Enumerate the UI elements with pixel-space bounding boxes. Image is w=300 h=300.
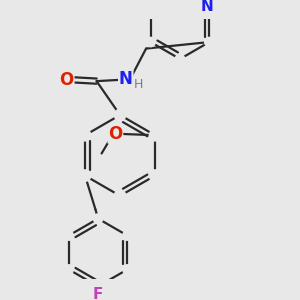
Circle shape xyxy=(64,231,74,240)
Circle shape xyxy=(109,128,122,140)
Circle shape xyxy=(149,170,161,182)
Circle shape xyxy=(114,109,126,121)
Circle shape xyxy=(201,0,214,13)
Circle shape xyxy=(146,38,155,47)
Text: N: N xyxy=(119,70,133,88)
Circle shape xyxy=(123,265,132,274)
Circle shape xyxy=(92,288,105,300)
Circle shape xyxy=(205,38,214,47)
Text: O: O xyxy=(59,71,74,89)
Circle shape xyxy=(93,282,103,291)
Circle shape xyxy=(64,265,74,274)
Text: H: H xyxy=(134,78,143,91)
Circle shape xyxy=(114,190,126,202)
Circle shape xyxy=(175,54,185,64)
Circle shape xyxy=(119,72,132,85)
Text: N: N xyxy=(201,0,214,14)
Text: F: F xyxy=(93,287,103,300)
Circle shape xyxy=(123,231,132,240)
Circle shape xyxy=(60,73,73,86)
Text: O: O xyxy=(108,125,122,143)
Circle shape xyxy=(205,4,214,13)
Circle shape xyxy=(146,4,155,13)
Circle shape xyxy=(149,130,161,141)
Circle shape xyxy=(79,170,91,182)
Circle shape xyxy=(93,214,103,223)
Circle shape xyxy=(79,130,91,141)
